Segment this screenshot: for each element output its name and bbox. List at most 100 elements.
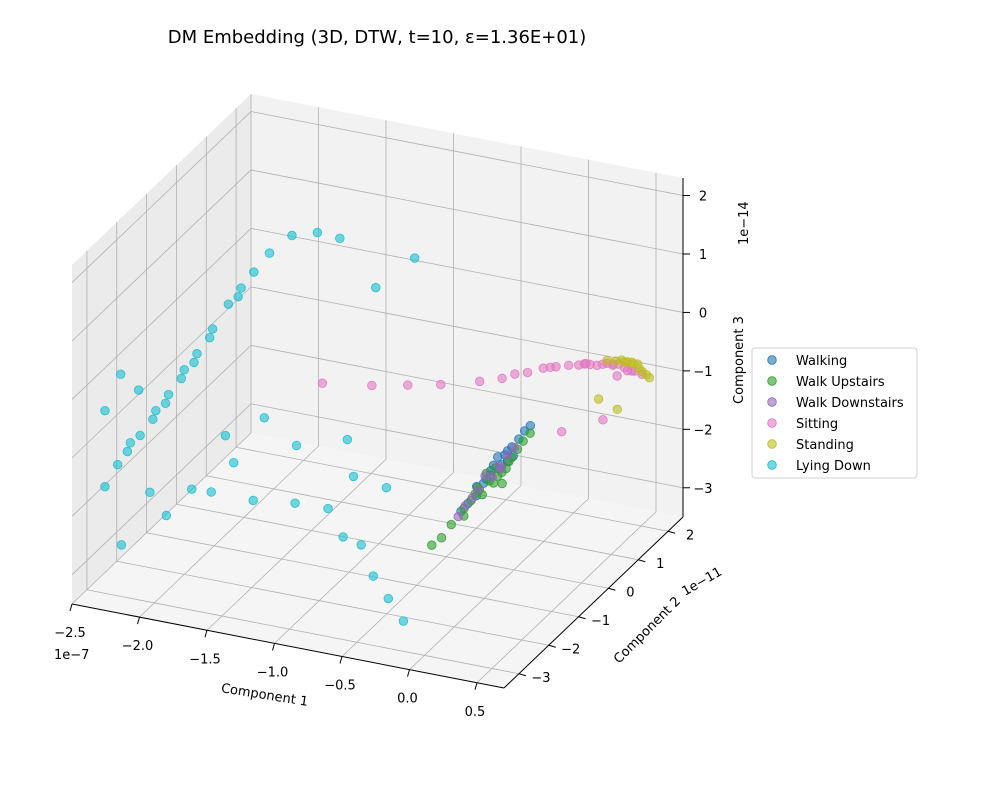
point-sitting — [403, 380, 413, 390]
x-tick-mark — [407, 669, 410, 677]
point-lying-down — [207, 324, 218, 334]
y-tick-label: 0 — [626, 585, 634, 600]
x-grid-line — [409, 159, 589, 670]
point-walk-downstairs — [502, 450, 513, 461]
z-grid-line — [71, 344, 684, 517]
point-lying-down — [381, 482, 392, 493]
y-tick-mark — [638, 559, 646, 563]
legend-marker-walking — [767, 355, 777, 365]
legend-label-lying-down: Lying Down — [796, 459, 871, 474]
point-standing — [622, 357, 633, 367]
point-sitting — [436, 379, 446, 390]
y-tick-mark — [548, 644, 556, 648]
y-tick-label: −3 — [531, 671, 550, 686]
point-walk-upstairs — [436, 533, 447, 543]
legend-label-walk-upstairs: Walk Upstairs — [796, 375, 885, 390]
z-grid-line — [71, 286, 684, 459]
point-lying-down — [371, 282, 381, 293]
z-tick-label: −1 — [693, 365, 712, 380]
point-walk-upstairs — [518, 436, 528, 446]
point-lying-down — [312, 227, 323, 238]
z-tick-label: 0 — [699, 306, 707, 321]
point-lying-down — [287, 230, 297, 241]
axes-panes — [72, 94, 683, 688]
x-tick-mark — [272, 643, 275, 651]
z-tick-label: −2 — [693, 423, 712, 438]
point-sitting — [556, 426, 567, 437]
y-grid-line — [205, 136, 639, 561]
point-lying-down — [133, 385, 144, 395]
point-lying-down — [383, 593, 394, 604]
point-lying-down — [248, 495, 258, 506]
point-lying-down — [410, 253, 420, 263]
z-offset-label: 1e−14 — [737, 201, 752, 245]
y-tick-label: 2 — [686, 528, 694, 543]
z-grid-line — [71, 111, 684, 283]
point-sitting — [367, 380, 377, 391]
point-lying-down — [259, 413, 270, 423]
point-walk-downstairs — [460, 501, 471, 511]
point-lying-down — [187, 484, 197, 494]
point-walking — [493, 452, 503, 462]
point-lying-down — [233, 292, 243, 302]
floor-pane — [72, 433, 683, 688]
point-walk-downstairs — [487, 472, 497, 482]
point-lying-down — [368, 571, 378, 581]
z-tick-label: 1 — [699, 248, 707, 263]
point-lying-down — [116, 540, 127, 550]
point-lying-down — [145, 487, 155, 498]
legend-label-walking: Walking — [796, 354, 847, 369]
point-sitting — [474, 376, 485, 387]
x-tick-label: −1.5 — [189, 652, 221, 667]
x-tick-mark — [339, 656, 343, 664]
y-offset-label: 1e−11 — [680, 565, 725, 600]
point-lying-down — [220, 430, 231, 441]
x-axis-label: Component 1 — [220, 681, 309, 710]
legend-box — [751, 347, 918, 479]
point-lying-down — [122, 446, 133, 457]
y-tick-mark — [578, 616, 586, 620]
point-lying-down — [189, 357, 199, 368]
point-sitting — [522, 367, 533, 378]
tick-labels: −2.5−2.0−1.5−1.0−0.50.00.5−3−2−1012−3−2−… — [54, 190, 712, 720]
point-lying-down — [291, 440, 302, 451]
y-grid-line — [176, 165, 609, 589]
axis-lines — [71, 178, 684, 689]
x-tick-mark — [137, 616, 140, 625]
y-tick-label: 1 — [656, 557, 664, 572]
x-tick-mark — [204, 630, 208, 638]
point-walk-downstairs — [453, 511, 464, 522]
point-sitting — [564, 360, 574, 370]
point-lying-down — [348, 471, 359, 482]
x-tick-mark — [474, 682, 478, 690]
x-grid-line — [341, 146, 522, 657]
point-walk-upstairs — [497, 478, 507, 489]
y-grid-line — [235, 108, 669, 532]
point-walk-upstairs — [525, 428, 535, 438]
point-lying-down — [148, 414, 158, 425]
x-axis-line — [71, 603, 505, 689]
point-lying-down — [342, 434, 353, 445]
legend-label-standing: Standing — [796, 438, 854, 453]
point-walk-downstairs — [473, 485, 483, 495]
x-grid-line — [71, 94, 252, 605]
x-grid-line — [139, 107, 319, 618]
x-grid-line — [206, 120, 387, 631]
point-lying-down — [206, 487, 216, 497]
y-tick-label: −2 — [561, 642, 580, 657]
data-points — [100, 227, 655, 626]
x-tick-mark — [69, 603, 73, 612]
point-standing — [637, 366, 647, 377]
x-tick-label: 0.5 — [465, 705, 486, 720]
point-sitting — [612, 371, 622, 381]
x-tick-label: 0.0 — [397, 692, 418, 707]
z-grid-line — [71, 169, 684, 342]
point-walk-upstairs — [446, 519, 456, 530]
y-grid-line — [86, 250, 519, 675]
point-lying-down — [176, 373, 186, 384]
point-sitting — [598, 415, 608, 425]
legend-marker-walk-downstairs — [767, 397, 777, 407]
point-lying-down — [335, 233, 345, 244]
x-grid-line — [476, 172, 657, 684]
